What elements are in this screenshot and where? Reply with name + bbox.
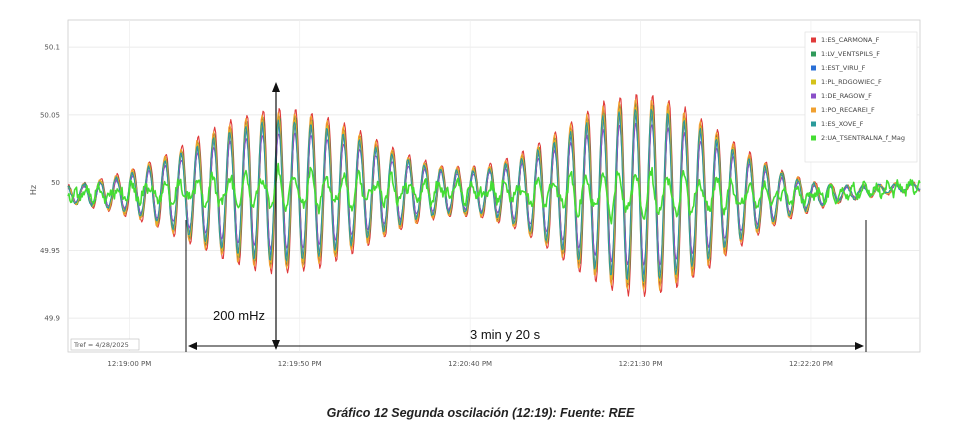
x-tick-label: 12:22:20 PM	[789, 360, 833, 368]
legend-swatch	[811, 135, 816, 141]
legend-swatch	[811, 37, 816, 43]
amplitude-arrow-head-bottom	[272, 340, 280, 350]
x-tick-label: 12:21:30 PM	[619, 360, 663, 368]
x-axis-ticks: 12:19:00 PM 12:19:50 PM 12:20:40 PM 12:21:3…	[107, 360, 833, 368]
legend-swatch	[811, 65, 816, 71]
legend-entry: 1:DE_RAGOW_F	[821, 92, 872, 100]
legend-swatch	[811, 51, 816, 57]
series-line	[67, 162, 921, 225]
x-tick-label: 12:19:50 PM	[278, 360, 322, 368]
legend-entry: 1:LV_VENTSPILS_F	[821, 50, 880, 58]
figure-caption: Gráfico 12 Segunda oscilación (12:19): F…	[326, 406, 635, 420]
legend-entry: 1:ES_CARMONA_F	[821, 36, 880, 44]
legend-swatch	[811, 107, 816, 113]
frequency-chart: 50.1 50.05 50 49.95 49.9 12:19:00 PM 12:19:50…	[29, 19, 921, 368]
y-tick-label: 49.95	[40, 247, 60, 255]
y-axis-ticks: 50.1 50.05 50 49.95 49.9	[40, 44, 60, 323]
x-tick-label: 12:19:00 PM	[107, 360, 151, 368]
legend-entry: 2:UA_TSENTRALNA_f_Mag	[821, 134, 905, 142]
legend-entry: 1:ES_XOVE_F	[821, 120, 864, 128]
legend-entry: 1:PO_RECAREI_F	[821, 106, 875, 114]
legend-entry: 1:EST_VIRU_F	[821, 64, 866, 72]
amplitude-arrow-head-top	[272, 82, 280, 92]
legend-box	[804, 31, 918, 163]
y-tick-label: 50.1	[44, 44, 60, 52]
y-axis-label: Hz	[29, 185, 38, 195]
legend: 1:ES_CARMONA_F 1:LV_VENTSPILS_F 1:EST_VIRU…	[811, 36, 905, 142]
y-tick-label: 49.9	[44, 315, 60, 323]
amplitude-label: 200 mHz	[213, 308, 265, 323]
tref-box	[70, 338, 140, 351]
y-tick-label: 50.05	[40, 111, 60, 119]
tref-label: Tref = 4/28/2025	[73, 341, 129, 349]
x-tick-label: 12:20:40 PM	[448, 360, 492, 368]
legend-swatch	[811, 79, 816, 85]
legend-swatch	[811, 93, 816, 99]
legend-swatch	[811, 121, 816, 127]
y-tick-label: 50	[51, 179, 60, 187]
duration-arrow-head-right	[855, 342, 864, 350]
series-lines	[67, 94, 921, 297]
duration-label: 3 min y 20 s	[470, 327, 541, 342]
legend-entry: 1:PL_RDGOWIEC_F	[821, 78, 882, 86]
duration-arrow-head-left	[188, 342, 197, 350]
